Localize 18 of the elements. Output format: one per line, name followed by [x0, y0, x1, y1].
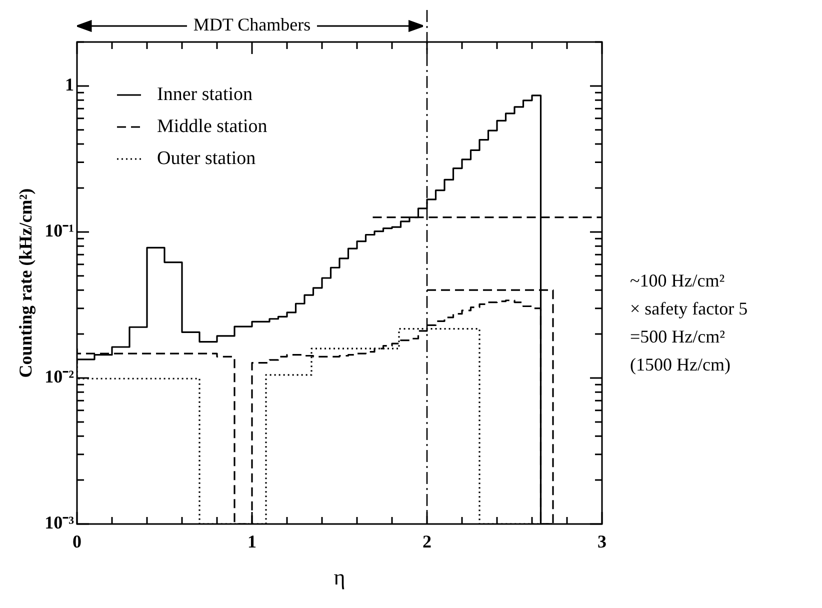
- y-tick-label: 10⁻²: [44, 366, 74, 387]
- legend-label: Outer station: [156, 148, 256, 169]
- y-tick-label: 10⁻³: [44, 512, 75, 533]
- y-tick-label: 10⁻¹: [44, 220, 74, 241]
- text: ~100 Hz/cm²: [630, 270, 725, 291]
- text: × safety factor 5: [630, 298, 748, 319]
- text: MDT Chambers: [193, 14, 311, 35]
- text: =500 Hz/cm²: [630, 326, 726, 347]
- y-axis-title: Counting rate (kHz/cm²): [15, 188, 36, 378]
- x-axis-title: η: [334, 564, 346, 590]
- legend-label: Inner station: [156, 84, 253, 105]
- x-tick-label: 2: [422, 531, 432, 552]
- x-tick-label: 0: [72, 531, 82, 552]
- legend-label: Middle station: [156, 116, 268, 137]
- y-tick-label: 1: [64, 74, 74, 95]
- x-tick-label: 3: [598, 531, 606, 552]
- x-tick-label: 1: [248, 531, 256, 552]
- text: (1500 Hz/cm): [630, 354, 730, 375]
